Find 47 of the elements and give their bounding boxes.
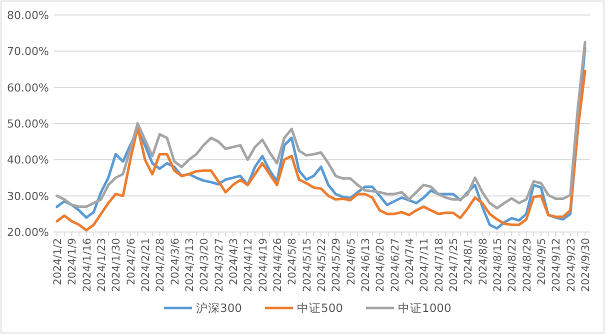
x-tick-label: 2024/8/29 <box>521 238 534 292</box>
legend-label: 中证500 <box>297 301 343 315</box>
x-tick-label: 2024/5/22 <box>316 238 328 292</box>
x-tick-label: 2024/8/8 <box>477 238 490 286</box>
x-tick-label: 2024/7/11 <box>418 238 431 292</box>
x-tick-label: 2024/1/23 <box>96 238 108 292</box>
x-tick-label: 2024/1/16 <box>81 238 94 292</box>
y-tick-label: 50.00% <box>7 118 49 130</box>
x-tick-label: 2024/5/8 <box>286 238 299 286</box>
x-tick-label: 2024/5/15 <box>301 238 314 292</box>
y-tick-label: 80.00% <box>7 9 49 22</box>
x-tick-label: 2024/3/20 <box>198 238 211 292</box>
x-tick-label: 2024/3/6 <box>169 238 182 286</box>
x-tick-label: 2024/4/3 <box>228 238 240 286</box>
x-tick-label: 2024/4/19 <box>257 238 270 292</box>
x-tick-label: 2024/3/27 <box>213 238 226 292</box>
x-tick-label: 2024/9/30 <box>580 238 592 292</box>
x-tick-label: 2024/2/6 <box>125 238 138 286</box>
x-tick-label: 2024/9/12 <box>550 238 563 292</box>
y-tick-label: 60.00% <box>7 81 49 94</box>
x-tick-label: 2024/8/1 <box>462 238 475 286</box>
x-tick-label: 2024/4/12 <box>242 238 255 292</box>
x-tick-label: 2024/2/28 <box>154 238 167 292</box>
x-tick-label: 2024/6/20 <box>374 238 387 292</box>
x-tick-label: 2024/4/26 <box>272 238 284 292</box>
x-tick-label: 2024/9/5 <box>536 238 548 286</box>
y-tick-label: 20.00% <box>7 226 49 239</box>
x-tick-label: 2024/7/18 <box>433 238 446 292</box>
y-tick-label: 30.00% <box>7 190 49 203</box>
x-tick-label: 2024/8/15 <box>492 238 504 292</box>
legend-label: 中证1000 <box>398 301 452 315</box>
legend-label: 沪深300 <box>196 301 242 315</box>
x-tick-label: 2024/8/22 <box>506 238 519 292</box>
x-tick-label: 2024/6/13 <box>360 238 372 292</box>
x-tick-label: 2024/1/30 <box>110 238 123 292</box>
x-tick-label: 2024/9/23 <box>565 238 578 292</box>
y-tick-label: 40.00% <box>7 154 49 167</box>
x-tick-label: 2024/1/2 <box>52 238 64 286</box>
x-tick-label: 2024/7/4 <box>404 238 416 286</box>
y-tick-label: 70.00% <box>7 45 49 58</box>
x-tick-label: 2024/6/5 <box>345 238 358 286</box>
x-tick-label: 2024/2/21 <box>140 238 152 292</box>
x-tick-label: 2024/7/25 <box>448 238 460 292</box>
x-tick-label: 2024/5/29 <box>330 238 343 292</box>
x-tick-label: 2024/6/27 <box>389 238 402 292</box>
x-tick-label: 2024/3/13 <box>184 238 196 292</box>
x-tick-label: 2024/1/9 <box>66 238 79 286</box>
